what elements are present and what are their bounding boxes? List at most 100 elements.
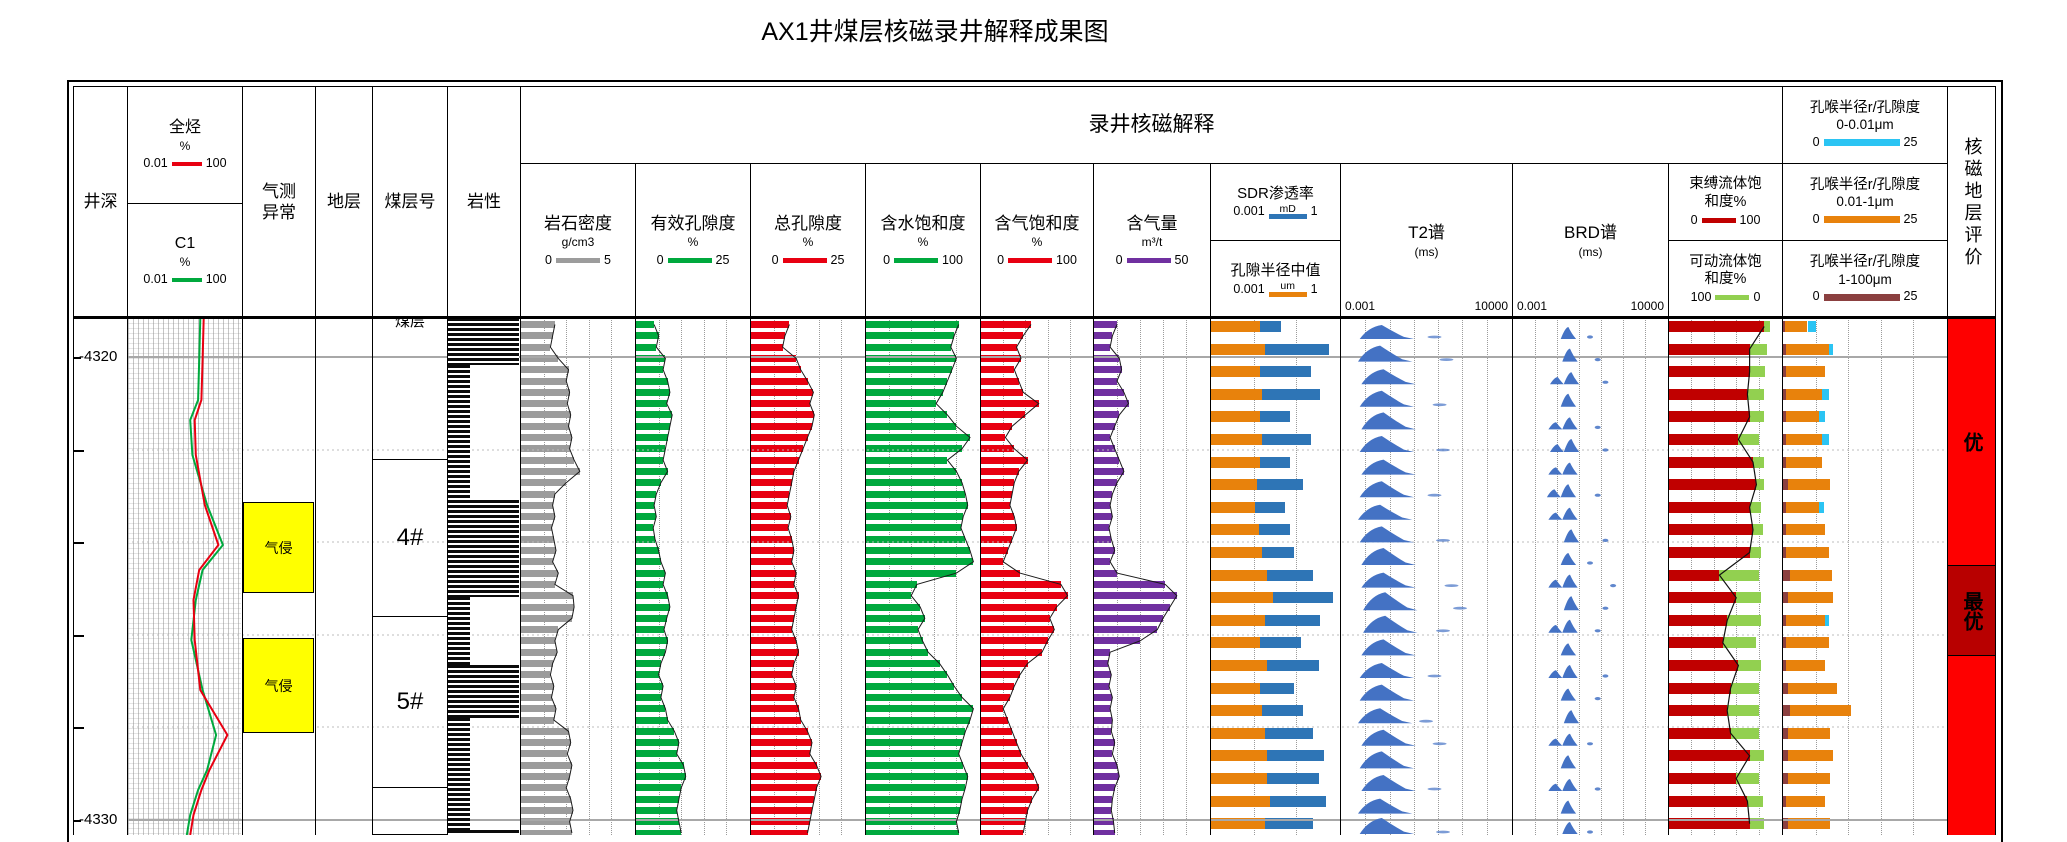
bar [1094, 501, 1111, 509]
bar-throat [1787, 750, 1834, 762]
bar [751, 445, 803, 453]
bar [751, 660, 794, 667]
bar [521, 739, 571, 747]
bar-sdr-perm [1267, 750, 1324, 762]
bar [1094, 535, 1112, 543]
header-bottom-line [73, 316, 1996, 318]
bar [521, 614, 572, 622]
bar [521, 626, 559, 634]
bar [636, 332, 659, 340]
coal-interval-parting [448, 597, 470, 665]
sdr-max: 1 [1310, 204, 1318, 219]
bar-throat [1783, 592, 1788, 604]
bar-throat [1786, 547, 1829, 558]
t2-min: 0.001 [1345, 299, 1376, 314]
bar [1094, 829, 1115, 835]
bar [521, 761, 572, 769]
bar [521, 332, 553, 340]
bar-sdr-perm [1264, 818, 1314, 830]
bound-title: 束缚流体饱 和度% [1689, 176, 1762, 210]
bar-pore-radius [1211, 750, 1268, 762]
bar-bound-fluid [1669, 682, 1731, 694]
column-border [865, 318, 866, 835]
bar-bound-fluid [1669, 479, 1757, 491]
bar [521, 671, 551, 679]
bar-sdr-perm [1262, 388, 1320, 400]
bar [1094, 682, 1109, 690]
bar-throat [1786, 411, 1819, 423]
movable-title: 可动流体饱 和度% [1689, 253, 1762, 288]
pore-radius-min: 0.001 [1233, 281, 1265, 296]
bar [521, 377, 567, 385]
coal-interval-full [448, 500, 519, 597]
bar-sdr-perm [1267, 569, 1314, 581]
header-bound-fluid: 束缚流体饱 和度% 0 100 [1668, 163, 1783, 241]
bar-throat [1783, 682, 1788, 694]
bar [1094, 479, 1117, 487]
bar-pore-radius [1211, 637, 1260, 649]
bar-throat [1783, 343, 1787, 355]
bar [1094, 773, 1120, 780]
bar [751, 727, 808, 735]
gas-invasion-box: 气侵 [243, 638, 314, 733]
bar [1094, 513, 1113, 521]
bar [521, 411, 571, 419]
bar [981, 524, 1017, 532]
bar [521, 829, 572, 835]
bar [521, 795, 571, 803]
bar [751, 716, 801, 724]
column-border [1512, 318, 1513, 835]
density-min: 0 [545, 253, 552, 268]
column-border [980, 318, 981, 835]
bar [1094, 671, 1112, 679]
bar-throat [1789, 569, 1832, 581]
bar-pore-radius [1211, 411, 1260, 423]
bar [521, 343, 551, 351]
t2-max: 10000 [1474, 299, 1508, 314]
bar-sdr-perm [1259, 321, 1282, 332]
eval-zone-label: 最优 [1960, 590, 1982, 631]
bar [981, 479, 1015, 487]
bar [751, 422, 812, 430]
bar [521, 535, 554, 543]
bar [521, 603, 575, 611]
bar [1094, 434, 1111, 441]
bar-sdr-perm [1264, 727, 1314, 739]
depth-tick [73, 635, 84, 637]
bar-sdr-perm [1262, 434, 1311, 445]
bar [751, 818, 810, 826]
header-sg: 含气饱和度 % 0 100 [980, 163, 1094, 319]
sg-max: 100 [1056, 253, 1077, 268]
density-unit: g/cm3 [561, 235, 595, 250]
bar-sdr-perm [1267, 773, 1320, 784]
bar [981, 377, 1019, 385]
bar-sdr-perm [1259, 682, 1295, 694]
bar [636, 467, 668, 475]
bar [866, 614, 925, 622]
bar-sdr-perm [1255, 501, 1286, 513]
bar-bound-fluid [1669, 321, 1765, 332]
bar-pore-radius [1211, 660, 1268, 671]
track-tot [751, 318, 864, 835]
bar [866, 411, 948, 419]
seam-number-label: 4# [396, 524, 424, 551]
bar [751, 490, 790, 498]
bar-movable-fluid [1764, 321, 1770, 332]
header-c1: C1 % 0.01 100 [127, 203, 243, 319]
qt-title: 全烃 [168, 119, 201, 137]
bar [751, 366, 801, 374]
bar [521, 648, 558, 656]
header-movable-fluid: 可动流体饱 和度% 100 0 [1668, 240, 1783, 319]
bar-pore-radius [1211, 547, 1263, 558]
bar-pore-radius [1211, 366, 1260, 378]
gas-min: 0 [1115, 253, 1123, 268]
bar [751, 513, 791, 521]
bar-sdr-perm [1259, 637, 1302, 649]
bar [521, 513, 555, 521]
movable-legend-bar [1715, 295, 1750, 301]
qt-unit: % [179, 138, 191, 153]
bar [1094, 524, 1109, 532]
c1-max: 100 [205, 272, 227, 287]
bar [981, 739, 1017, 747]
gridline-v [704, 318, 705, 835]
